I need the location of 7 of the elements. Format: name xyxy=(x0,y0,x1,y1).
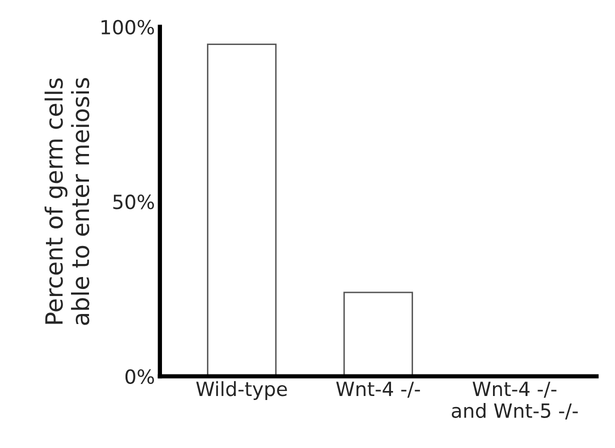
x-tick-label: Wild-type xyxy=(196,381,287,400)
y-tick-label: 0% xyxy=(125,369,154,384)
y-tick-label: 50% xyxy=(113,194,154,210)
y-axis-title: Percent of germ cells able to enter meiosis xyxy=(44,78,90,325)
x-tick-label: Wnt-4 -/- xyxy=(336,382,420,398)
y-tick-label: 100% xyxy=(102,20,154,35)
x-tick-label: Wnt-4 -/- and Wnt-5 -/- xyxy=(452,382,578,420)
